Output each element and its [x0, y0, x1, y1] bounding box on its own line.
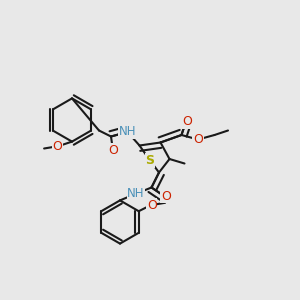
Text: NH: NH — [127, 187, 145, 200]
Text: NH: NH — [119, 125, 136, 139]
Text: O: O — [52, 140, 62, 153]
Text: O: O — [147, 199, 157, 212]
Text: O: O — [108, 143, 118, 157]
Text: O: O — [161, 190, 171, 203]
Text: O: O — [193, 133, 203, 146]
Text: O: O — [182, 115, 192, 128]
Text: S: S — [146, 154, 154, 167]
